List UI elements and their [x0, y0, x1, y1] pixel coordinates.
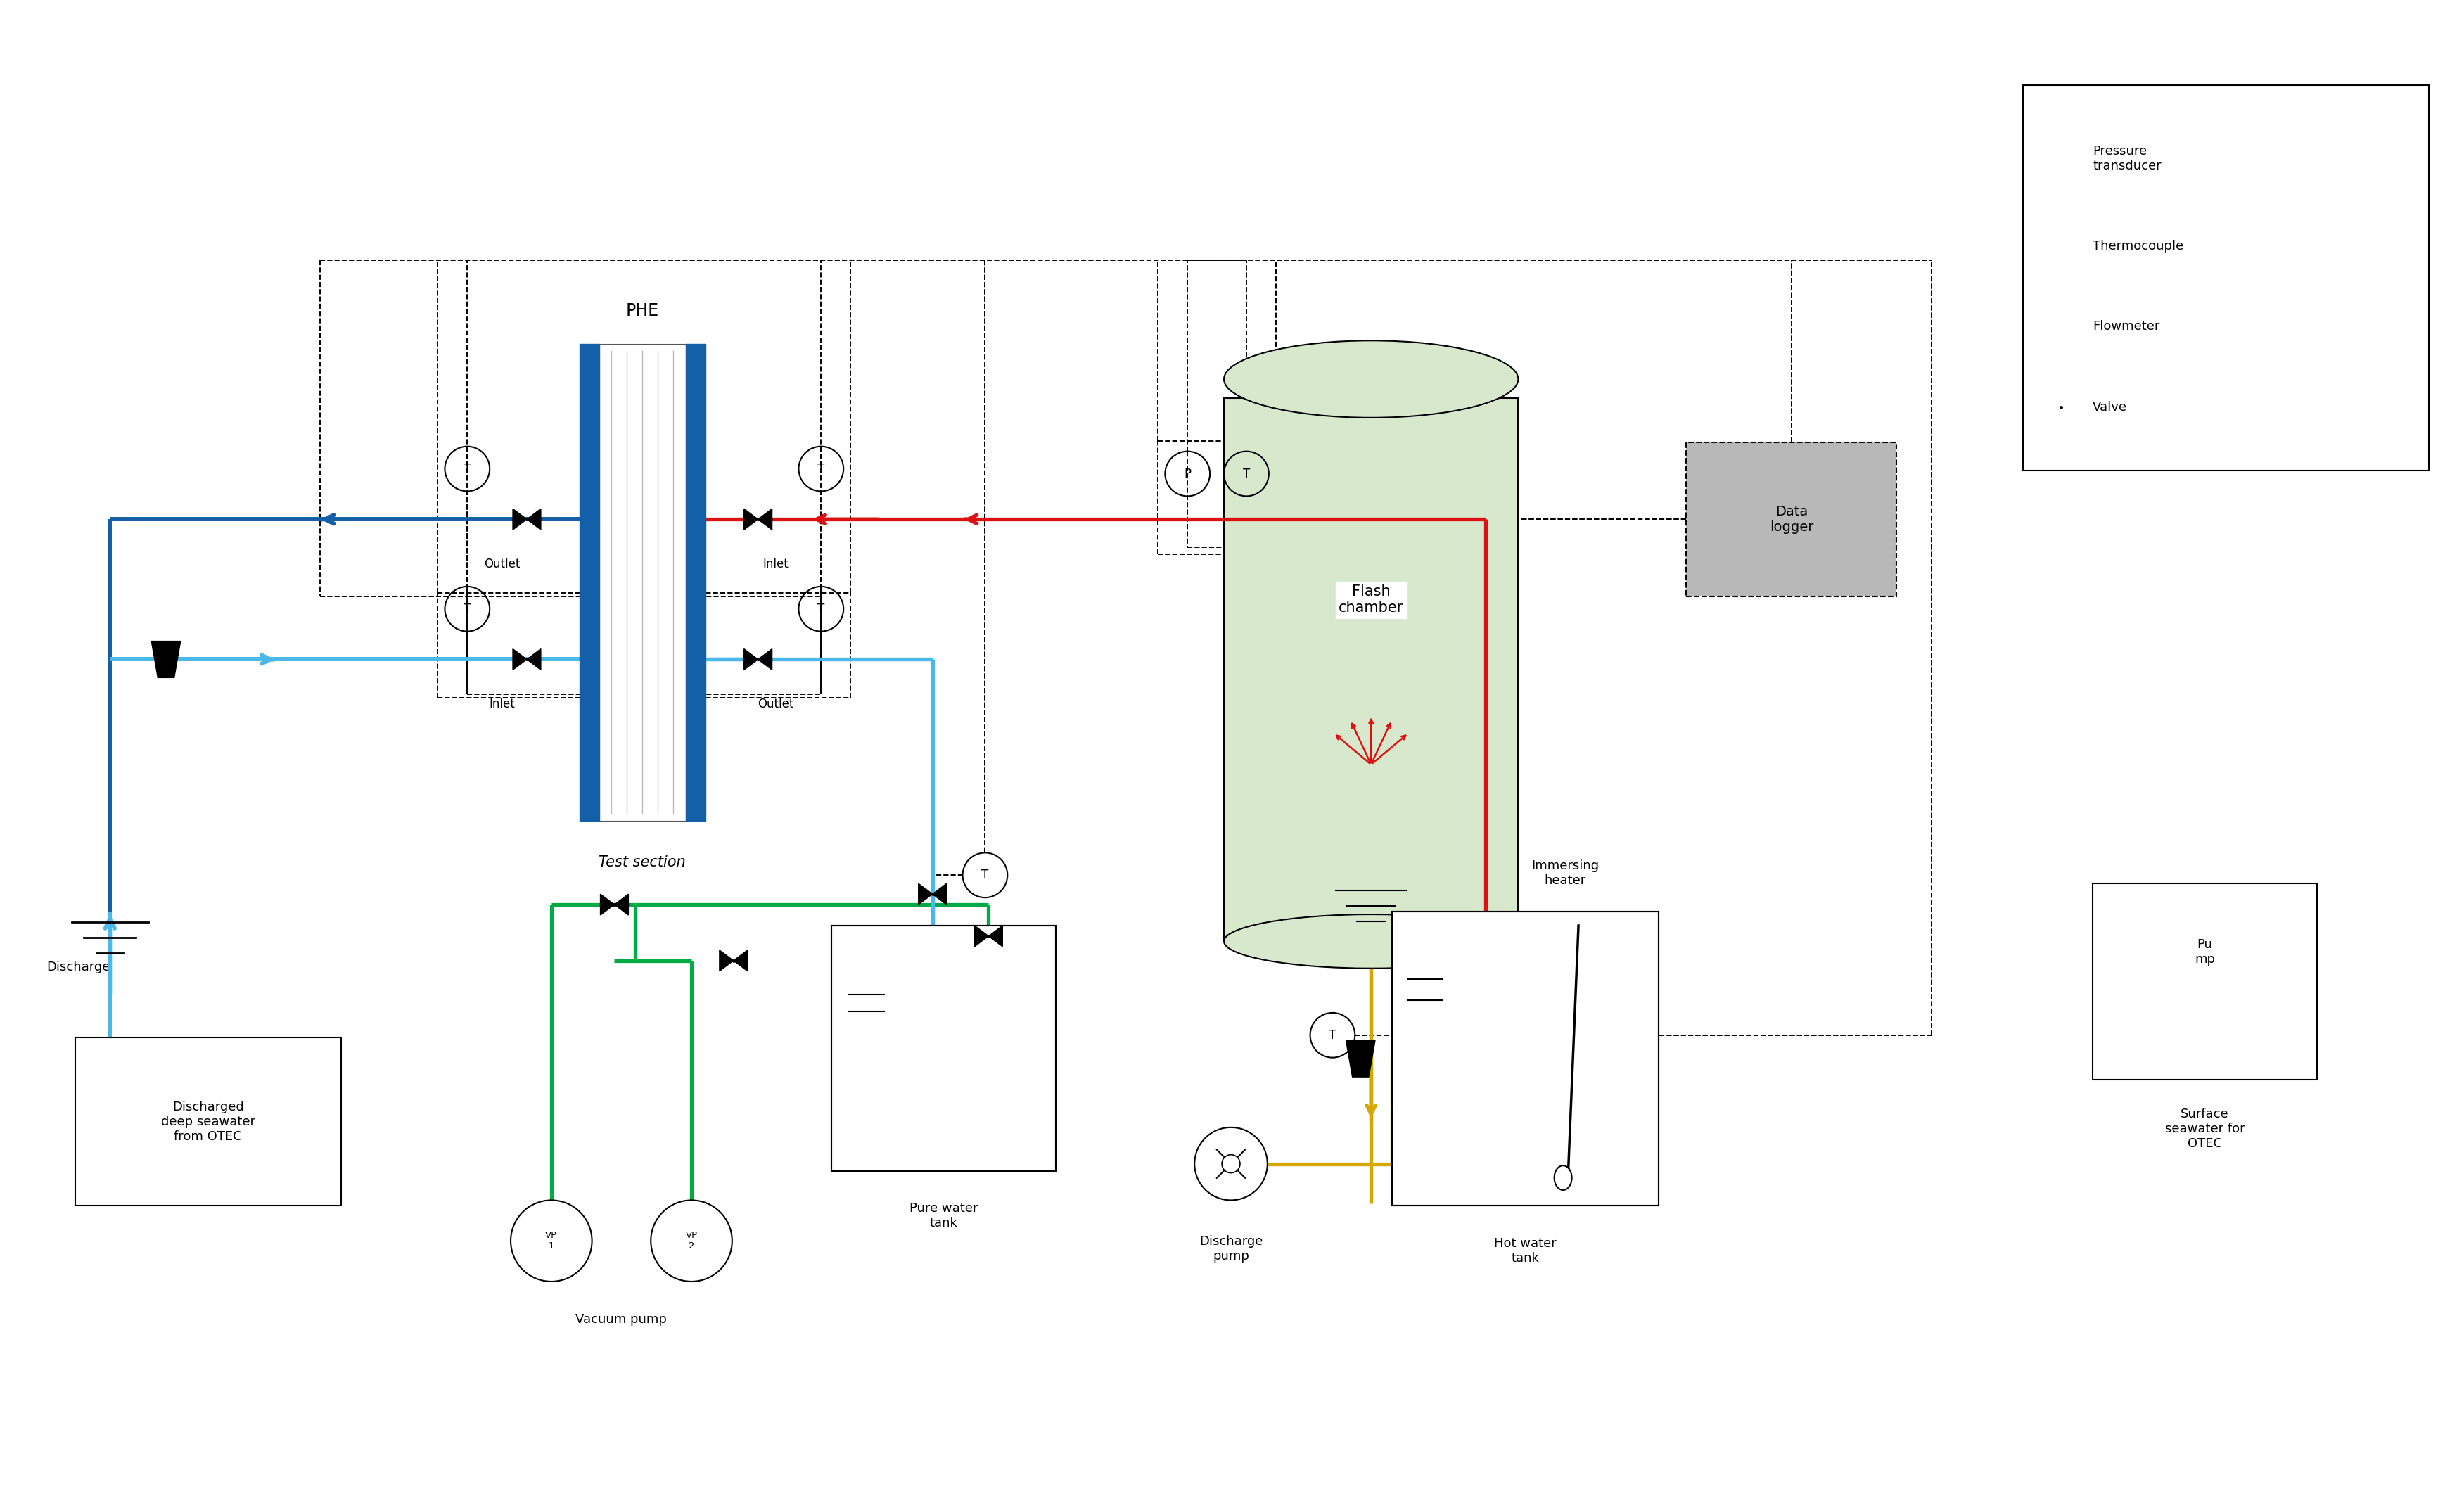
Text: T: T [463, 603, 471, 615]
Polygon shape [2050, 311, 2075, 342]
Polygon shape [719, 950, 734, 971]
Text: T: T [1328, 1029, 1335, 1041]
Polygon shape [759, 649, 771, 670]
Circle shape [1222, 1154, 1239, 1173]
Text: Hot water
tank: Hot water tank [1493, 1237, 1557, 1264]
Polygon shape [1345, 1041, 1375, 1077]
Polygon shape [601, 893, 614, 916]
Text: Thermocouple: Thermocouple [2092, 240, 2183, 252]
Text: Valve: Valve [2092, 401, 2126, 414]
Bar [579, 344, 599, 820]
Polygon shape [513, 509, 527, 530]
Bar [2092, 883, 2316, 1080]
Text: T: T [2057, 241, 2065, 252]
Bar [830, 926, 1055, 1170]
Bar [830, 926, 1055, 1170]
Ellipse shape [1555, 1166, 1572, 1190]
Text: Surface
seawater for
OTEC: Surface seawater for OTEC [2166, 1108, 2245, 1150]
Text: Data
logger: Data logger [1769, 505, 1814, 533]
Circle shape [650, 1200, 732, 1282]
Text: Outlet: Outlet [756, 698, 793, 710]
Bar [1225, 399, 1518, 941]
Text: VP
2: VP 2 [685, 1231, 697, 1251]
Bar [74, 1038, 340, 1206]
Polygon shape [931, 883, 946, 905]
Polygon shape [527, 649, 540, 670]
Ellipse shape [1225, 914, 1518, 968]
Polygon shape [513, 649, 527, 670]
Text: T: T [463, 463, 471, 475]
Circle shape [510, 1200, 591, 1282]
Polygon shape [744, 509, 759, 530]
Text: T: T [818, 463, 825, 475]
Polygon shape [2048, 396, 2062, 418]
Text: Vacuum pump: Vacuum pump [577, 1313, 668, 1325]
Text: Inlet: Inlet [764, 558, 788, 570]
Text: Pressure
transducer: Pressure transducer [2092, 144, 2161, 173]
Polygon shape [976, 926, 988, 947]
Text: Test section: Test section [599, 856, 685, 870]
Text: Discharge
pump: Discharge pump [1200, 1236, 1262, 1263]
Polygon shape [759, 509, 771, 530]
Bar [1395, 1011, 1656, 1203]
Polygon shape [2062, 396, 2075, 418]
Text: T: T [1242, 468, 1249, 479]
Text: Flash
chamber: Flash chamber [1338, 585, 1404, 615]
Polygon shape [150, 642, 180, 677]
Text: Outlet: Outlet [485, 558, 520, 570]
Circle shape [1195, 1127, 1266, 1200]
Polygon shape [734, 950, 747, 971]
Bar [1685, 442, 1897, 596]
Bar [1392, 911, 1658, 1206]
Text: T: T [981, 868, 988, 881]
Text: Pure water
tank: Pure water tank [909, 1202, 978, 1230]
Text: VP
1: VP 1 [545, 1231, 557, 1251]
Text: T: T [818, 603, 825, 615]
Text: Discharged
deep seawater
from OTEC: Discharged deep seawater from OTEC [160, 1100, 256, 1142]
Bar [599, 344, 685, 820]
Polygon shape [527, 509, 540, 530]
Text: Immersing
heater: Immersing heater [1530, 859, 1599, 887]
Text: Discharge: Discharge [47, 960, 111, 974]
Bar [2023, 85, 2430, 471]
Text: P: P [2057, 153, 2065, 164]
Polygon shape [614, 893, 628, 916]
Text: Pu
mp: Pu mp [2195, 938, 2215, 966]
Text: Inlet: Inlet [490, 698, 515, 710]
Polygon shape [744, 649, 759, 670]
Text: P: P [1183, 468, 1190, 479]
Ellipse shape [1225, 341, 1518, 418]
Bar [835, 1026, 1052, 1167]
Bar [685, 344, 705, 820]
Polygon shape [919, 883, 931, 905]
Bar [1392, 911, 1658, 1206]
Text: PHE: PHE [626, 302, 658, 320]
Text: Flowmeter: Flowmeter [2092, 320, 2161, 334]
Polygon shape [988, 926, 1003, 947]
